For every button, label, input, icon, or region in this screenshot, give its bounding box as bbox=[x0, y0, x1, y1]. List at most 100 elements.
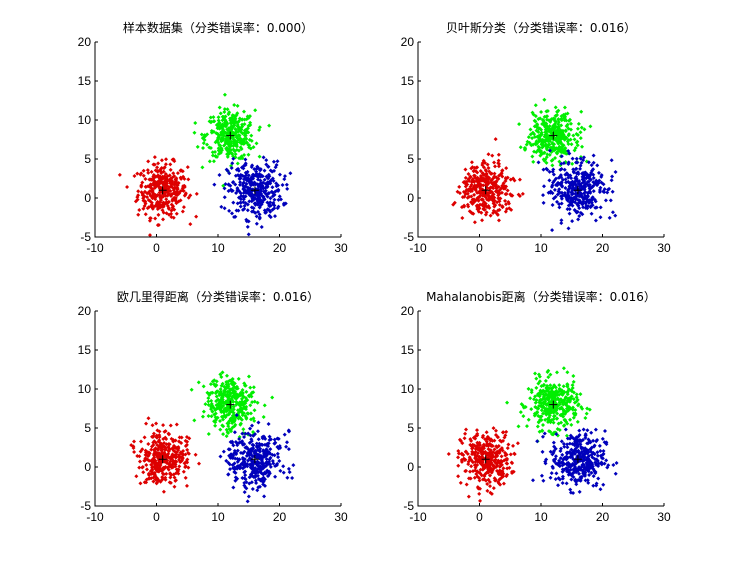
data-point bbox=[535, 122, 540, 127]
data-point bbox=[247, 186, 252, 191]
data-point bbox=[228, 121, 233, 126]
data-point bbox=[583, 415, 588, 420]
data-point bbox=[222, 186, 227, 191]
data-point bbox=[476, 190, 481, 195]
data-point bbox=[568, 464, 573, 469]
data-point bbox=[519, 402, 524, 407]
data-point bbox=[159, 469, 164, 474]
data-point bbox=[475, 463, 480, 468]
data-point bbox=[239, 127, 244, 132]
data-point bbox=[239, 146, 244, 151]
data-point bbox=[262, 177, 267, 182]
data-point bbox=[497, 468, 502, 473]
data-point bbox=[166, 462, 171, 467]
data-point bbox=[531, 159, 536, 164]
data-point bbox=[557, 202, 562, 207]
data-point bbox=[591, 160, 596, 165]
data-point bbox=[477, 476, 482, 481]
data-point bbox=[468, 186, 473, 191]
data-point bbox=[146, 197, 151, 202]
data-point bbox=[242, 483, 247, 488]
data-point bbox=[496, 176, 501, 181]
data-point bbox=[213, 423, 218, 428]
data-point bbox=[222, 123, 227, 128]
data-point bbox=[251, 433, 256, 438]
data-point bbox=[229, 166, 234, 171]
data-point bbox=[574, 479, 579, 484]
data-point bbox=[567, 211, 572, 216]
data-point bbox=[167, 480, 172, 485]
data-point bbox=[568, 406, 573, 411]
data-point bbox=[157, 443, 162, 448]
data-point bbox=[497, 464, 502, 469]
data-point bbox=[255, 488, 260, 493]
chart-title: 贝叶斯分类（分类错误率：0.016） bbox=[446, 20, 636, 35]
data-point bbox=[233, 127, 238, 132]
data-point bbox=[237, 189, 242, 194]
data-point bbox=[552, 383, 557, 388]
data-point bbox=[599, 462, 604, 467]
data-point bbox=[559, 439, 564, 444]
data-point bbox=[238, 204, 243, 209]
data-point bbox=[249, 480, 254, 485]
y-tick-label: 15 bbox=[78, 74, 92, 88]
data-point bbox=[161, 437, 166, 442]
data-point bbox=[230, 188, 235, 193]
data-point bbox=[495, 435, 500, 440]
data-point bbox=[226, 431, 231, 436]
data-point bbox=[216, 118, 221, 123]
data-point bbox=[183, 192, 188, 197]
data-point bbox=[544, 155, 549, 160]
data-point bbox=[495, 189, 500, 194]
data-point bbox=[579, 445, 584, 450]
data-point bbox=[536, 414, 541, 419]
data-point bbox=[259, 224, 264, 229]
data-point bbox=[163, 162, 168, 167]
data-point bbox=[492, 174, 497, 179]
data-point bbox=[566, 226, 571, 231]
series-3-points bbox=[536, 148, 618, 233]
data-point bbox=[524, 424, 529, 429]
data-point bbox=[543, 130, 548, 135]
data-point bbox=[593, 427, 598, 432]
data-point bbox=[576, 193, 581, 198]
data-point bbox=[230, 211, 235, 216]
data-point bbox=[219, 148, 224, 153]
data-point bbox=[569, 388, 574, 393]
data-point bbox=[253, 202, 258, 207]
data-point bbox=[277, 194, 282, 199]
data-point bbox=[141, 196, 146, 201]
data-point bbox=[142, 204, 147, 209]
data-point bbox=[222, 107, 227, 112]
data-point bbox=[569, 195, 574, 200]
data-point bbox=[162, 174, 167, 179]
data-point bbox=[230, 390, 235, 395]
data-point bbox=[463, 167, 468, 172]
data-point bbox=[213, 150, 218, 155]
data-point bbox=[205, 390, 210, 395]
data-point bbox=[208, 115, 213, 120]
data-point bbox=[155, 428, 160, 433]
data-point bbox=[558, 128, 563, 133]
data-point bbox=[173, 464, 178, 469]
chart-title: 欧几里得距离（分类错误率：0.016） bbox=[117, 289, 319, 304]
data-point bbox=[218, 401, 223, 406]
data-point bbox=[201, 141, 206, 146]
data-point bbox=[518, 145, 523, 150]
centroid-marker bbox=[549, 131, 558, 140]
data-point bbox=[281, 202, 286, 207]
data-point bbox=[206, 413, 211, 418]
data-point bbox=[480, 218, 485, 223]
data-point bbox=[265, 182, 270, 187]
data-point bbox=[460, 441, 465, 446]
data-point bbox=[230, 376, 235, 381]
scatter-panel-4: Mahalanobis距离（分类错误率：0.016） -10 0 10 20 30 -5 0 5… bbox=[401, 289, 671, 524]
data-point bbox=[246, 431, 251, 436]
data-point bbox=[541, 411, 546, 416]
data-point bbox=[567, 441, 572, 446]
data-point bbox=[535, 393, 540, 398]
data-point bbox=[226, 149, 231, 154]
data-point bbox=[137, 454, 142, 459]
data-point bbox=[243, 431, 248, 436]
data-point bbox=[472, 192, 477, 197]
